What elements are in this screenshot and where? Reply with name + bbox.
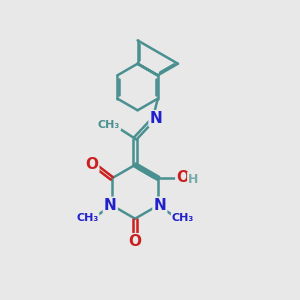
Text: O: O <box>176 170 189 185</box>
Text: N: N <box>154 198 166 213</box>
Text: O: O <box>129 234 142 249</box>
Text: CH₃: CH₃ <box>76 213 98 224</box>
Text: CH₃: CH₃ <box>172 213 194 224</box>
Text: N: N <box>150 111 162 126</box>
Text: H: H <box>188 173 199 186</box>
Text: O: O <box>85 157 98 172</box>
Text: CH₃: CH₃ <box>98 120 120 130</box>
Text: N: N <box>104 198 117 213</box>
